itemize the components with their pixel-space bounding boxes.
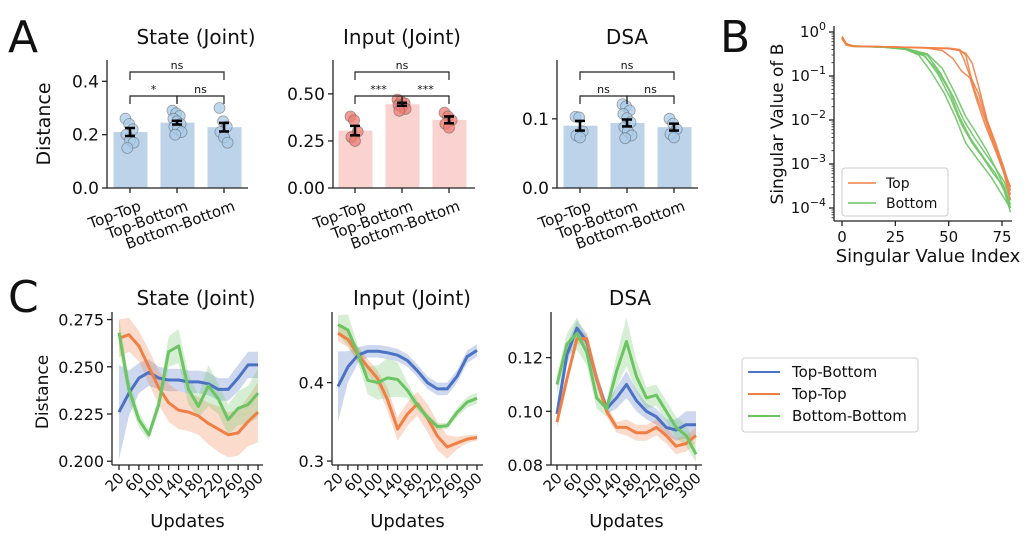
legend-label: Bottom xyxy=(886,196,937,212)
data-point xyxy=(169,128,182,141)
y-tick-label: 0.3 xyxy=(299,452,324,471)
significance-bracket xyxy=(354,71,450,80)
chart-title: DSA xyxy=(606,25,648,49)
y-tick-label: 100 xyxy=(800,20,826,41)
y-axis-label: Singular Value of B xyxy=(768,44,788,205)
y-tick-label: 0.225 xyxy=(58,405,104,424)
chart-title: State (Joint) xyxy=(136,286,255,310)
y-tick-label: 0.12 xyxy=(507,349,543,368)
data-point xyxy=(668,131,680,144)
data-point xyxy=(121,142,134,154)
legend-label: Top-Bottom xyxy=(791,363,877,381)
significance-bracket xyxy=(176,95,225,104)
chart-title: Input (Joint) xyxy=(343,25,461,49)
confidence-band-top-top xyxy=(119,317,258,458)
significance-bracket xyxy=(626,95,675,104)
y-tick-label: 0.200 xyxy=(58,452,104,471)
legend-label: Top-Top xyxy=(791,385,847,403)
y-tick-label: 10−3 xyxy=(791,152,826,173)
y-tick-label: 0.1 xyxy=(522,110,549,130)
data-point xyxy=(348,114,361,127)
y-tick-label: 0.0 xyxy=(72,179,99,199)
chart-title: DSA xyxy=(609,286,651,310)
x-axis-label: Updates xyxy=(589,511,664,532)
series-line-top-bottom xyxy=(336,349,478,391)
y-tick-label: 0.25 xyxy=(287,132,325,152)
legend-label: Bottom-Bottom xyxy=(792,407,907,425)
line-chart-input-joint: Input (Joint)0.30.4206010014018022026030… xyxy=(299,286,486,532)
x-tick-label: 75 xyxy=(992,228,1011,246)
legend-label: Top xyxy=(885,176,910,192)
y-axis-label: Distance xyxy=(33,355,53,429)
x-axis-label: Updates xyxy=(150,511,225,532)
significance-label: ns xyxy=(396,59,409,72)
series-line-bottom-bottom xyxy=(117,332,260,437)
y-tick-label: 0.2 xyxy=(72,126,99,146)
significance-label: ns xyxy=(644,83,657,96)
significance-bracket xyxy=(129,71,225,80)
series-line-top-bottom xyxy=(555,326,696,432)
data-point xyxy=(619,132,632,145)
significance-bracket xyxy=(129,95,178,104)
line-chart-state-joint: State (Joint) Distance 0.200 0.225 0.250 0.27… xyxy=(33,286,267,532)
bar-chart-input-joint: Input (Joint)0.000.250.50Top-TopTop-Bott… xyxy=(287,25,475,253)
significance-label: *** xyxy=(370,83,387,96)
y-tick-label: 0.275 xyxy=(58,311,104,330)
significance-label: ns xyxy=(171,59,184,72)
panel-label-b: B xyxy=(720,12,750,63)
y-axis-label: Distance xyxy=(33,82,55,165)
y-tick-label: 0.10 xyxy=(507,402,543,421)
bar-chart-dsa: DSA0.00.1Top-TopTop-BottomBottom-Bottomn… xyxy=(522,25,698,253)
confidence-band-top-bottom xyxy=(557,320,696,441)
y-tick-label: 0.00 xyxy=(287,179,325,199)
series-line-top-bottom xyxy=(117,363,258,413)
panel-label-c: C xyxy=(8,272,39,323)
x-axis-label: Updates xyxy=(370,511,445,532)
data-point xyxy=(349,135,361,147)
significance-bracket xyxy=(579,71,675,80)
significance-bracket xyxy=(401,95,450,104)
data-point xyxy=(574,131,586,144)
y-tick-label: 10−1 xyxy=(791,64,826,85)
significance-label: ns xyxy=(597,83,610,96)
data-point xyxy=(213,102,226,114)
significance-label: ns xyxy=(194,83,207,96)
series-line-top-top xyxy=(118,333,260,437)
y-tick-label: 0.08 xyxy=(507,456,543,475)
chart-title: State (Joint) xyxy=(136,25,255,49)
bar-chart-state-joint: State (Joint)Distance0.00.20.4Top-TopTop… xyxy=(33,25,256,253)
significance-label: ns xyxy=(621,59,634,72)
y-tick-label: 10−2 xyxy=(791,108,826,129)
x-tick-label: 0 xyxy=(837,228,847,246)
significance-label: *** xyxy=(417,83,434,96)
bar xyxy=(385,104,420,188)
y-tick-label: 0.250 xyxy=(58,358,104,377)
y-tick-label: 0.4 xyxy=(72,72,99,92)
legend-box xyxy=(741,357,919,433)
y-tick-label: 0.0 xyxy=(522,179,549,199)
x-axis-label: Singular Value Index xyxy=(836,246,1021,267)
series-line-bottom-bottom xyxy=(555,332,698,455)
chart-title: Input (Joint) xyxy=(353,286,471,310)
legend-c: Top-Bottom Top-Top Bottom-Bottom xyxy=(741,357,919,433)
x-tick-label: 50 xyxy=(939,228,958,246)
line-chart-dsa: DSA0.080.100.122060100140180220260300Upd… xyxy=(507,286,704,532)
legend-box xyxy=(841,167,949,217)
y-tick-label: 10−4 xyxy=(791,196,826,217)
legend-b: Top Bottom xyxy=(841,167,949,217)
significance-label: * xyxy=(151,83,157,96)
y-tick-label: 0.50 xyxy=(287,85,325,105)
data-point xyxy=(221,136,234,149)
series-line-top xyxy=(841,36,1012,188)
x-tick-label: 25 xyxy=(886,228,905,246)
panel-label-a: A xyxy=(8,12,38,63)
series-line-bottom-bottom xyxy=(337,323,478,429)
y-tick-label: 0.4 xyxy=(299,374,324,393)
